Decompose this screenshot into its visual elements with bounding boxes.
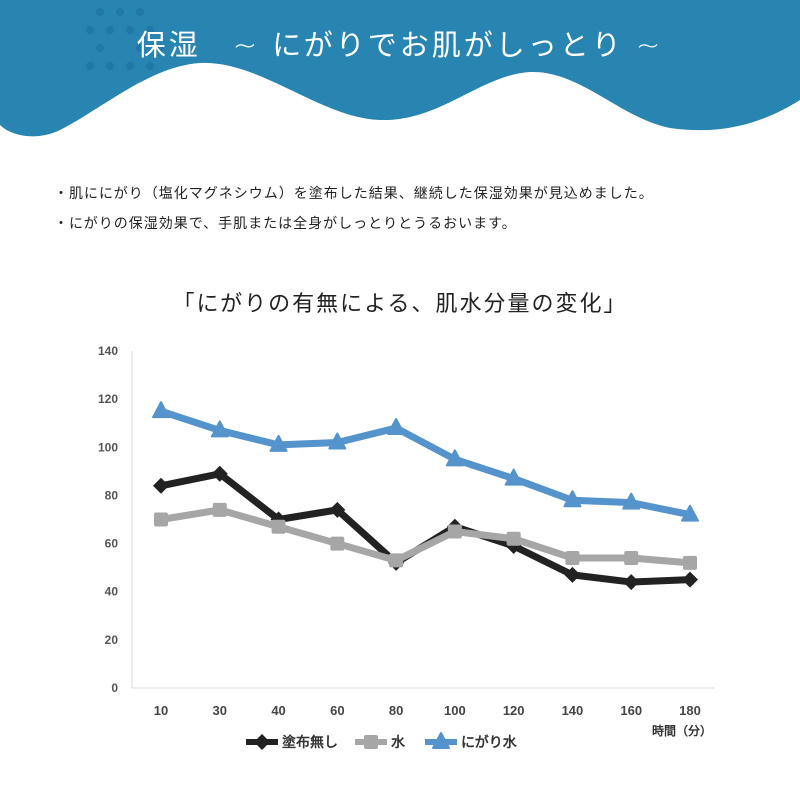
nigari-water-point <box>504 468 523 486</box>
untreated-point <box>682 571 698 588</box>
bullet-2: ・にがりの保湿効果で、手肌または全身がしっとりとうるおいます。 <box>54 216 517 232</box>
untreated-point <box>623 574 640 591</box>
nigari-water-point <box>681 504 699 522</box>
header-banner <box>0 0 800 137</box>
x-axis-label: 時間（分） <box>652 723 712 738</box>
nigari-water-point <box>269 434 288 452</box>
water-point <box>447 524 462 539</box>
nigari-water-line <box>159 407 691 519</box>
water-point <box>565 551 580 566</box>
x-tick-label: 30 <box>213 703 227 718</box>
nigari-water-point <box>210 420 229 438</box>
nigari-water-point <box>152 401 170 419</box>
y-tick-label: 140 <box>98 344 118 358</box>
untreated-point <box>211 465 228 482</box>
untreated-point <box>153 477 169 494</box>
legend-marker-untreated <box>254 734 270 750</box>
water-point <box>271 519 286 534</box>
water-point <box>212 502 227 517</box>
y-tick-label: 40 <box>105 585 119 599</box>
legend-marker-water <box>364 735 378 749</box>
water-point <box>330 536 345 551</box>
legend-label-untreated: 塗布無し <box>282 734 338 750</box>
x-tick-label: 10 <box>154 703 168 718</box>
untreated-line <box>160 470 691 586</box>
y-tick-label: 0 <box>111 681 118 695</box>
x-tick-label: 160 <box>620 703 642 718</box>
chart-title: 「にがりの有無による、肌水分量の変化」 <box>172 292 628 317</box>
x-tick-label: 80 <box>389 703 403 718</box>
water-line <box>160 506 691 567</box>
legend-marker-nigari-water <box>432 732 450 749</box>
page-title: 保湿 ~ にがりでお肌がしっとり ~ <box>136 28 664 62</box>
x-tick-label: 140 <box>562 703 584 718</box>
water-point <box>683 555 697 570</box>
water-point <box>154 512 168 527</box>
y-tick-label: 20 <box>105 633 119 647</box>
bullet-1: ・肌ににがり（塩化マグネシウム）を塗布した結果、継続した保湿効果が見込めました。 <box>54 186 654 202</box>
nigari-water-point <box>563 490 582 508</box>
y-tick-label: 120 <box>98 392 118 406</box>
legend-label-water: 水 <box>391 734 406 750</box>
x-tick-label: 40 <box>271 703 285 718</box>
untreated-point <box>329 501 346 518</box>
nigari-water-point <box>387 418 406 436</box>
y-tick-label: 100 <box>98 440 118 454</box>
nigari-water-point <box>622 492 641 510</box>
nigari-water-point <box>328 432 347 450</box>
untreated-point <box>564 566 581 583</box>
y-tick-label: 80 <box>105 488 119 502</box>
dot-pattern <box>86 8 164 70</box>
nigari-water-point <box>445 449 464 467</box>
legend-label-nigari-water: にがり水 <box>461 734 518 750</box>
y-tick-label: 60 <box>105 537 119 551</box>
water-point <box>624 551 639 566</box>
x-tick-label: 180 <box>679 703 701 718</box>
line-chart: 0 20 40 60 80 100 120 140 10 30 40 60 80 100 120 140 160… <box>98 344 715 750</box>
x-tick-label: 60 <box>330 703 344 718</box>
water-point <box>389 553 404 568</box>
x-tick-label: 100 <box>444 703 466 718</box>
water-point <box>506 531 521 546</box>
x-tick-label: 120 <box>503 703 525 718</box>
